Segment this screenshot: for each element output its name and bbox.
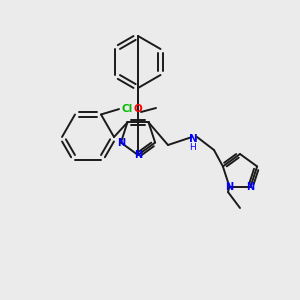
Text: N: N xyxy=(117,138,125,148)
Text: N: N xyxy=(134,150,142,160)
Text: Cl: Cl xyxy=(121,104,132,114)
Text: N: N xyxy=(225,182,233,192)
Text: N: N xyxy=(189,134,197,144)
Text: N: N xyxy=(247,182,255,192)
Text: H: H xyxy=(190,142,196,152)
Text: O: O xyxy=(134,104,142,114)
